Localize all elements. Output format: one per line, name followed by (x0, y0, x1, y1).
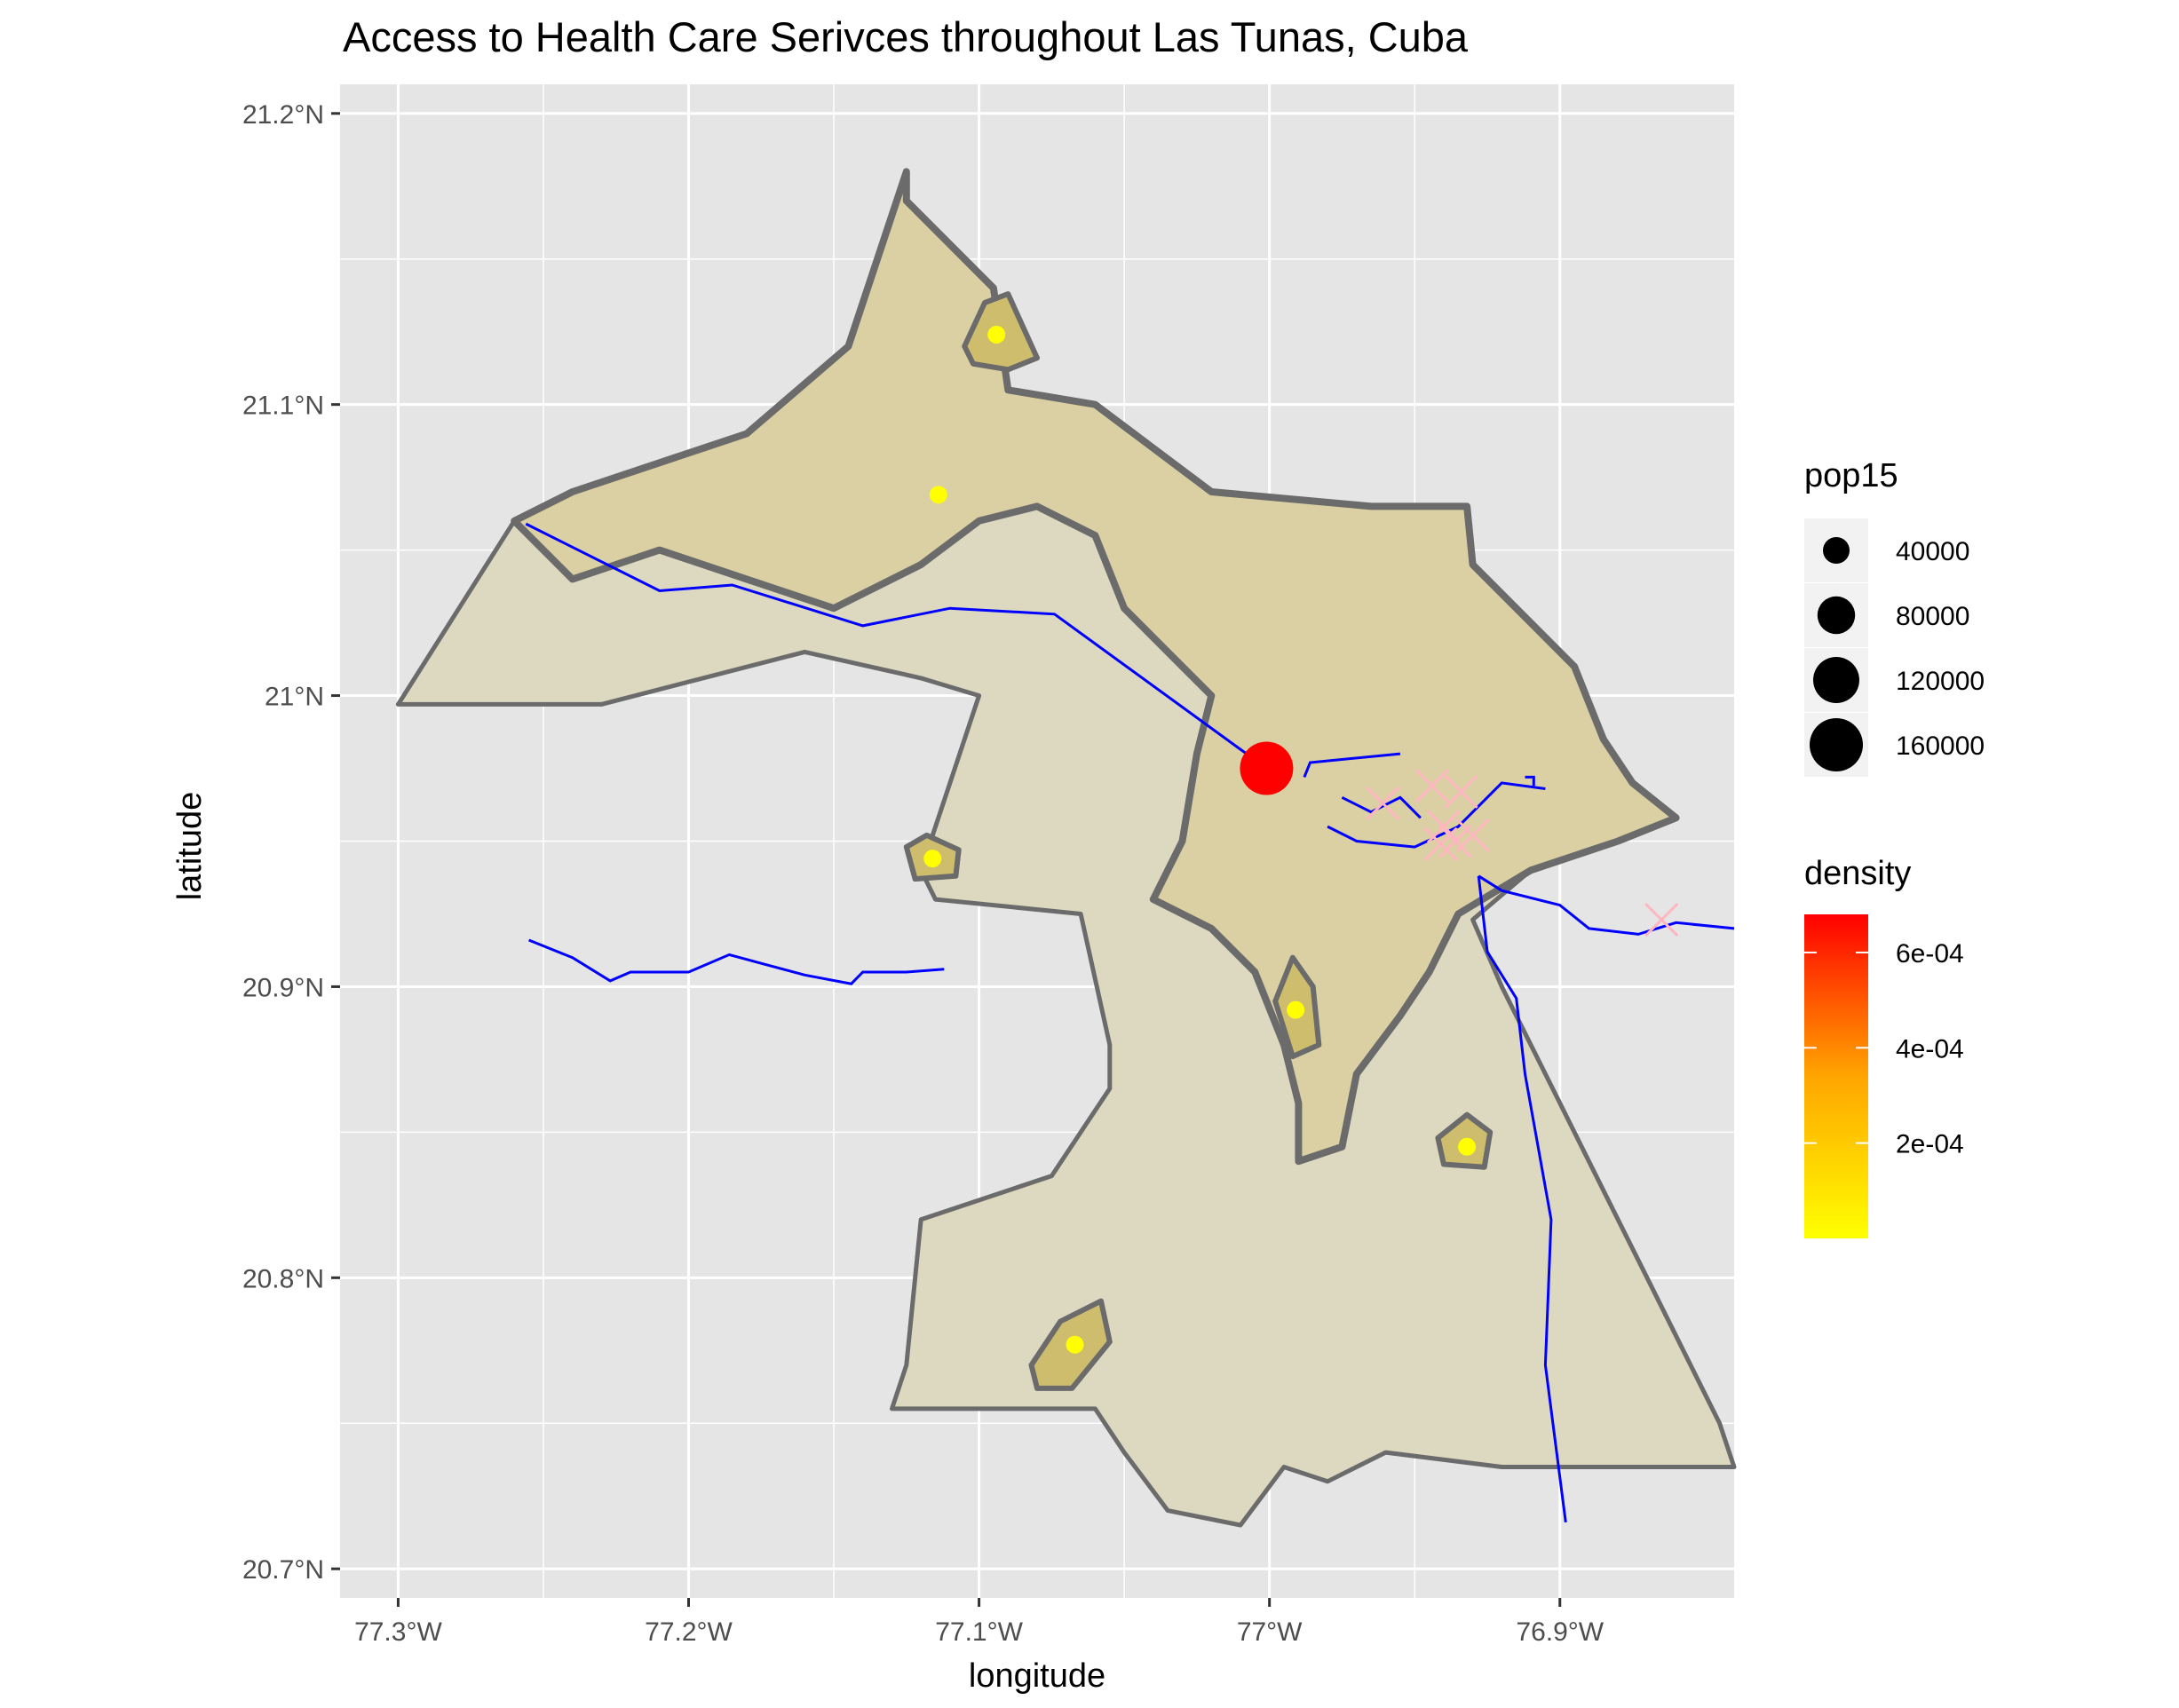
legend-pop15-label: 40000 (1896, 537, 1969, 566)
facility-crosses (1366, 769, 1679, 937)
legend-density-label: 6e-04 (1896, 939, 1964, 969)
legend-pop15-label: 120000 (1896, 667, 1985, 696)
density-contour (511, 168, 1680, 1166)
settlement-point (923, 850, 942, 868)
y-axis-title: latitude (171, 792, 209, 901)
legend-density-label: 4e-04 (1896, 1034, 1964, 1064)
x-tick-label: 77.2°W (645, 1617, 733, 1647)
facility-cross (1366, 786, 1400, 820)
facility-cross (1644, 902, 1679, 937)
legend-pop15-symbol (1810, 718, 1863, 771)
settlement-point (1287, 1000, 1305, 1019)
road-line (525, 522, 1268, 770)
facility-cross (1455, 818, 1490, 853)
road-line (1303, 752, 1401, 778)
road-lines (525, 522, 1735, 1522)
legend-pop15-label: 160000 (1896, 731, 1985, 761)
road-line (528, 938, 945, 985)
facility-cross (1444, 774, 1478, 809)
legend-pop15-label: 80000 (1896, 602, 1969, 631)
y-tick-label: 21°N (265, 683, 324, 712)
legend-density: density 6e-04 4e-04 2e-04 (1804, 855, 1964, 1238)
x-tick-label: 77.1°W (935, 1617, 1023, 1647)
legend-density-colorbar (1804, 914, 1868, 1238)
legend-pop15-symbol (1823, 537, 1850, 564)
road-line (1478, 874, 1735, 936)
road-line (1327, 781, 1546, 849)
x-tick-label: 76.9°W (1516, 1617, 1604, 1647)
road-line (1525, 775, 1535, 787)
y-tick-label: 20.8°N (242, 1264, 324, 1293)
facility-cross (1414, 769, 1449, 803)
x-tick-label: 77°W (1237, 1617, 1303, 1647)
y-tick-label: 20.7°N (242, 1555, 324, 1585)
legend-pop15-symbol (1813, 657, 1859, 703)
chart-title: Access to Health Care Serivces throughou… (343, 13, 1469, 60)
legend-pop15-title: pop15 (1804, 457, 1898, 494)
legend-density-title: density (1804, 855, 1911, 892)
density-areas (395, 168, 1737, 1528)
x-axis-title: longitude (969, 1657, 1105, 1695)
legend-density-label: 2e-04 (1896, 1130, 1964, 1159)
road-line (1477, 875, 1567, 1522)
facility-cross (1423, 826, 1458, 861)
facility-cross (1438, 824, 1473, 858)
legend-pop15: pop15 40000 80000 120000 160000 (1804, 457, 1985, 777)
settlement-point (1458, 1137, 1477, 1156)
x-tick-label: 77.3°W (354, 1617, 442, 1647)
settlement-point (987, 325, 1006, 344)
axis-ticks: 77.3°W 77.2°W 77.1°W 77°W 76.9°W 20.7°N 20.8°N… (242, 100, 1605, 1647)
legend-pop15-symbol (1817, 596, 1856, 635)
y-tick-label: 21.2°N (242, 100, 324, 130)
settlement-point (1066, 1335, 1084, 1354)
y-tick-label: 20.9°N (242, 973, 324, 1002)
settlement-point (929, 486, 947, 504)
city-point (1240, 741, 1294, 795)
population-points (923, 325, 1477, 1354)
y-tick-label: 21.1°N (242, 391, 324, 421)
